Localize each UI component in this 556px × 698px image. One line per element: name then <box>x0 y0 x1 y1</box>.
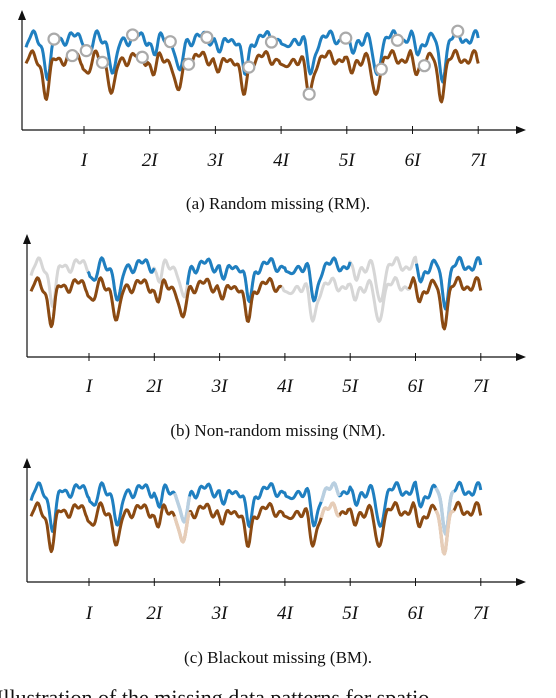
series-brown-line <box>407 275 483 331</box>
x-tick-label: 5I <box>342 603 360 624</box>
x-axis-arrow <box>516 126 526 134</box>
blackout-blue-segment <box>319 481 341 503</box>
x-tick-label: 3I <box>206 150 225 171</box>
missing-point-marker <box>135 50 149 64</box>
x-tick-label: 4I <box>277 376 295 397</box>
x-tick-label: 3I <box>211 376 230 397</box>
x-tick-label: 4I <box>277 603 295 624</box>
missing-point-marker <box>181 57 196 71</box>
panel-rm: I 2I 3I 4I 5I 6I 7I (a) Random missing (RM). <box>18 10 526 213</box>
x-tick-label: 7I <box>473 603 491 624</box>
series-brown-line <box>29 500 483 556</box>
series-blue-line <box>86 256 156 302</box>
missing-point-marker <box>374 62 388 76</box>
series-blue-line <box>185 256 352 304</box>
missing-point-marker <box>125 28 140 42</box>
x-tick-label: 7I <box>470 150 488 171</box>
missing-point-marker <box>200 30 214 44</box>
x-tick-label: 2I <box>146 603 164 624</box>
x-tick-label: 6I <box>408 603 426 624</box>
missing-point-marker <box>242 60 256 74</box>
series-blue-line <box>29 480 483 536</box>
panel-caption: (a) Random missing (RM). <box>186 194 370 213</box>
missing-point-marker <box>339 31 353 45</box>
missing-point-marker <box>163 35 177 49</box>
panel-caption: (b) Non-random missing (NM). <box>170 421 385 440</box>
blackout-blue-segment <box>434 486 455 536</box>
missing-point-marker <box>95 55 110 69</box>
missing-point-marker <box>264 35 279 49</box>
x-tick-label: 4I <box>273 150 291 171</box>
x-tick-label: I <box>80 150 89 171</box>
y-axis-arrow <box>23 234 31 244</box>
missing-point-marker <box>302 87 316 101</box>
x-tick-label: 2I <box>142 150 160 171</box>
x-axis-arrow <box>516 353 526 361</box>
blackout-blue-segment <box>172 492 192 524</box>
panel-bm: I 2I 3I 4I 5I 6I 7I (c) Blackout missing (BM). <box>23 458 526 667</box>
missing-point-marker <box>79 44 93 58</box>
blackout-brown-segment <box>319 501 341 519</box>
figure-caption-truncated: Illustration of the missing data pattern… <box>0 685 429 698</box>
y-axis-arrow <box>18 10 26 20</box>
missing-point-marker <box>390 33 405 47</box>
x-tick-label: 3I <box>211 603 230 624</box>
panel-caption: (c) Blackout missing (BM). <box>184 648 372 667</box>
missing-point-marker <box>47 32 61 46</box>
x-tick-label: 6I <box>408 376 426 397</box>
x-tick-label: 7I <box>473 376 491 397</box>
blackout-brown-segment <box>172 511 192 544</box>
x-tick-label: I <box>85 376 94 397</box>
x-tick-label: 5I <box>342 376 360 397</box>
series-brown-line <box>24 48 480 104</box>
series-brown-line <box>29 276 283 329</box>
blackout-brown-segment <box>434 509 456 556</box>
panel-nm: I 2I 3I 4I 5I 6I 7I (b) Non-random missing (NM)… <box>23 234 526 440</box>
x-tick-label: 5I <box>339 150 357 171</box>
x-axis-arrow <box>516 578 526 586</box>
x-tick-label: I <box>85 603 94 624</box>
y-axis-arrow <box>23 458 31 468</box>
x-tick-label: 2I <box>146 376 164 397</box>
missing-point-marker <box>451 24 465 38</box>
missing-point-marker <box>417 59 431 73</box>
x-tick-label: 6I <box>405 150 423 171</box>
missing-point-marker <box>65 48 79 63</box>
series-blue-line <box>415 255 483 311</box>
